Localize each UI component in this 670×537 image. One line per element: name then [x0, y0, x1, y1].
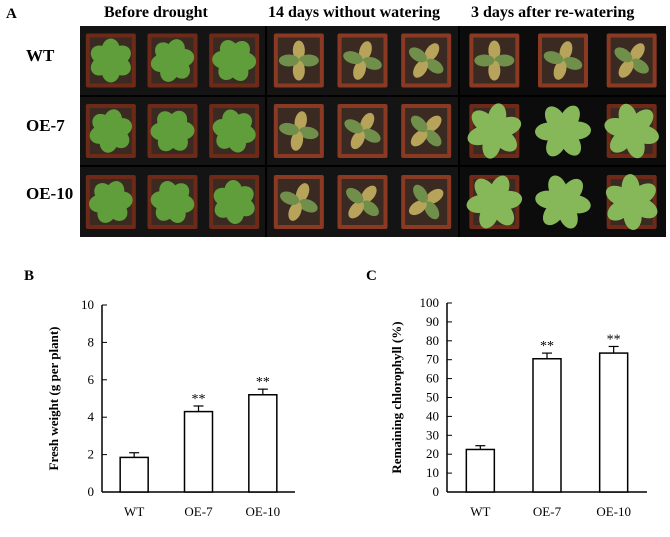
fresh-weight-chart: 0 2 4 6 8 10 Fresh weight (g per plant) WT ** OE-…	[46, 297, 295, 519]
plant	[606, 33, 657, 88]
plant	[209, 33, 260, 88]
plant	[467, 103, 522, 159]
y-tick-label: 8	[88, 334, 95, 349]
plant	[469, 33, 520, 88]
bar	[248, 394, 278, 493]
y-tick-label: 40	[426, 408, 439, 423]
plant	[337, 104, 388, 158]
chlorophyll-chart: 0 10 20 30 40 50 60 70 80 90 100 Remaining chloroph…	[389, 295, 647, 519]
x-tick-label: WT	[470, 504, 490, 519]
plant	[85, 33, 136, 88]
x-tick-label: OE-7	[533, 504, 562, 519]
column-header-14-days: 14 days without watering	[268, 4, 441, 21]
bar	[183, 410, 214, 493]
bar	[465, 448, 496, 493]
plant-photo	[460, 97, 666, 165]
y-tick-label: 60	[426, 371, 439, 386]
column-header-before-drought: Before drought	[104, 4, 208, 21]
bar	[598, 352, 629, 493]
plant-photo-grid	[80, 26, 666, 237]
panel-a-letter: A	[6, 6, 17, 22]
plant	[466, 175, 523, 229]
plant	[337, 33, 388, 88]
significance-mark: **	[540, 339, 554, 354]
x-tick-label: OE-10	[245, 504, 280, 519]
y-tick-label: 30	[426, 427, 439, 442]
y-tick-label: 80	[426, 333, 439, 348]
plant	[605, 174, 658, 230]
plant	[535, 175, 591, 229]
x-tick-label: OE-7	[184, 504, 213, 519]
y-tick-label: 100	[420, 295, 440, 310]
x-tick-label: WT	[124, 504, 144, 519]
bar	[119, 456, 149, 493]
plant-photo	[267, 167, 458, 237]
plant	[604, 103, 659, 159]
y-tick-label: 10	[81, 297, 94, 312]
plant-photo	[80, 167, 265, 237]
bar	[532, 358, 562, 493]
x-tick-label: OE-10	[596, 504, 631, 519]
plant	[273, 104, 324, 158]
plant-photo	[267, 26, 458, 95]
plant	[147, 33, 198, 88]
plant	[147, 104, 198, 158]
plant-photo	[460, 167, 666, 237]
y-tick-label: 6	[88, 372, 95, 387]
plant	[273, 175, 324, 229]
y-axis-label: Fresh weight (g per plant)	[46, 327, 61, 471]
y-tick-label: 50	[426, 390, 439, 405]
panel-b-letter: B	[24, 268, 35, 284]
plant	[209, 104, 260, 158]
row-header-oe10: OE-10	[26, 184, 74, 203]
y-tick-label: 90	[426, 314, 439, 329]
plant	[401, 175, 452, 229]
plant-photo	[80, 97, 265, 165]
significance-mark: **	[256, 375, 270, 390]
plant	[401, 33, 452, 88]
y-axis-label: Remaining chlorophyll (%)	[389, 321, 404, 473]
y-tick-label: 10	[426, 465, 439, 480]
plant	[401, 104, 452, 158]
row-header-oe7: OE-7	[26, 116, 65, 135]
plant	[337, 175, 388, 229]
row-header-wt: WT	[26, 46, 55, 65]
plant	[538, 33, 588, 88]
significance-mark: **	[607, 332, 621, 347]
y-tick-label: 0	[88, 484, 95, 499]
plant	[209, 175, 260, 229]
y-tick-label: 2	[88, 447, 95, 462]
y-tick-label: 4	[88, 409, 95, 424]
plant	[273, 33, 324, 88]
plant	[85, 104, 136, 158]
plant-photo	[267, 97, 458, 165]
plant-photo	[460, 26, 666, 95]
y-tick-label: 70	[426, 352, 439, 367]
plant	[147, 175, 198, 229]
plant	[85, 175, 136, 229]
plant	[535, 105, 591, 157]
panel-c-letter: C	[366, 268, 377, 284]
plant-photo	[80, 26, 265, 95]
y-tick-label: 0	[433, 484, 440, 499]
column-header-3-days: 3 days after re-watering	[471, 4, 635, 21]
y-tick-label: 20	[426, 446, 439, 461]
significance-mark: **	[192, 392, 206, 407]
